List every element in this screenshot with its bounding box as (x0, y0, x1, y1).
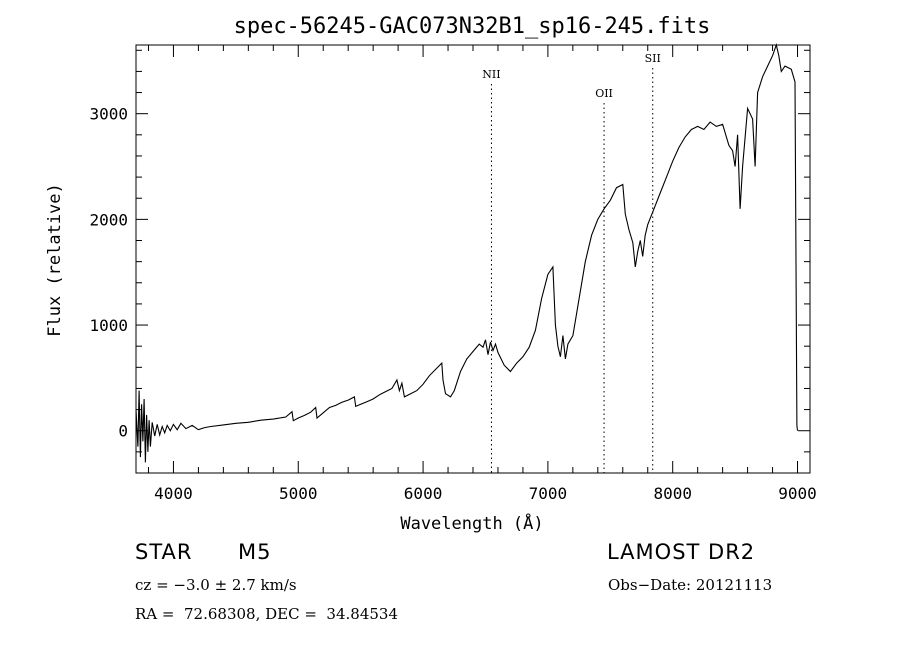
y-tick-label: 0 (118, 422, 128, 441)
survey-name: LAMOST DR2 (607, 540, 756, 564)
y-tick-label: 2000 (89, 210, 128, 229)
x-tick-label: 7000 (529, 484, 568, 503)
x-tick-label: 5000 (279, 484, 318, 503)
x-tick-label: 4000 (154, 484, 193, 503)
chart-title: spec-56245-GAC073N32B1_sp16-245.fits (234, 14, 711, 39)
x-tick-label: 9000 (778, 484, 817, 503)
line-markers: NII OII SII (482, 52, 661, 473)
y-tick-label: 1000 (89, 316, 128, 335)
plot-frame (135, 44, 811, 474)
y-axis: 0 1000 2000 3000 (89, 49, 810, 474)
object-subclass: M5 (238, 540, 272, 564)
object-type: STAR (135, 540, 193, 564)
x-tick-label: 6000 (404, 484, 443, 503)
redshift-text: cz = −3.0 ± 2.7 km/s (135, 576, 297, 594)
x-axis-label: Wavelength (Å) (400, 512, 543, 534)
spectrum-line (135, 43, 799, 463)
x-tick-label: 8000 (653, 484, 692, 503)
y-tick-label: 3000 (89, 105, 128, 124)
y-axis-label: Flux (relative) (45, 183, 65, 337)
x-axis: 4000 5000 6000 7000 8000 9000 (147, 45, 817, 503)
coordinates-text: RA = 72.68308, DEC = 34.84534 (135, 605, 399, 623)
annotation-label: OII (595, 87, 613, 100)
annotation-label: SII (645, 52, 661, 65)
annotation-label: NII (482, 68, 500, 81)
obs-date-text: Obs−Date: 20121113 (608, 576, 773, 594)
